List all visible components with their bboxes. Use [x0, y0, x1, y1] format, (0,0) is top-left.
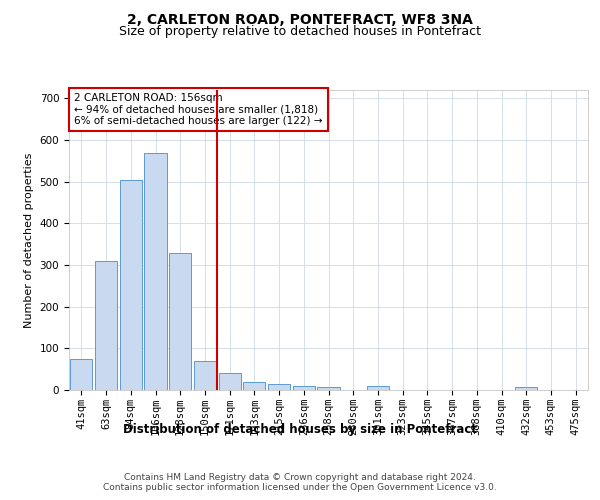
- Bar: [268, 384, 290, 390]
- Text: Distribution of detached houses by size in Pontefract: Distribution of detached houses by size …: [123, 422, 477, 436]
- Bar: [169, 252, 191, 390]
- Text: Contains HM Land Registry data © Crown copyright and database right 2024.
Contai: Contains HM Land Registry data © Crown c…: [103, 472, 497, 492]
- Bar: [119, 180, 142, 390]
- Bar: [243, 382, 265, 390]
- Text: 2, CARLETON ROAD, PONTEFRACT, WF8 3NA: 2, CARLETON ROAD, PONTEFRACT, WF8 3NA: [127, 12, 473, 26]
- Text: 2 CARLETON ROAD: 156sqm
← 94% of detached houses are smaller (1,818)
6% of semi-: 2 CARLETON ROAD: 156sqm ← 94% of detache…: [74, 93, 323, 126]
- Bar: [317, 386, 340, 390]
- Text: Size of property relative to detached houses in Pontefract: Size of property relative to detached ho…: [119, 25, 481, 38]
- Bar: [293, 386, 315, 390]
- Y-axis label: Number of detached properties: Number of detached properties: [24, 152, 34, 328]
- Bar: [194, 361, 216, 390]
- Bar: [145, 152, 167, 390]
- Bar: [218, 374, 241, 390]
- Bar: [515, 386, 538, 390]
- Bar: [95, 261, 117, 390]
- Bar: [70, 359, 92, 390]
- Bar: [367, 386, 389, 390]
